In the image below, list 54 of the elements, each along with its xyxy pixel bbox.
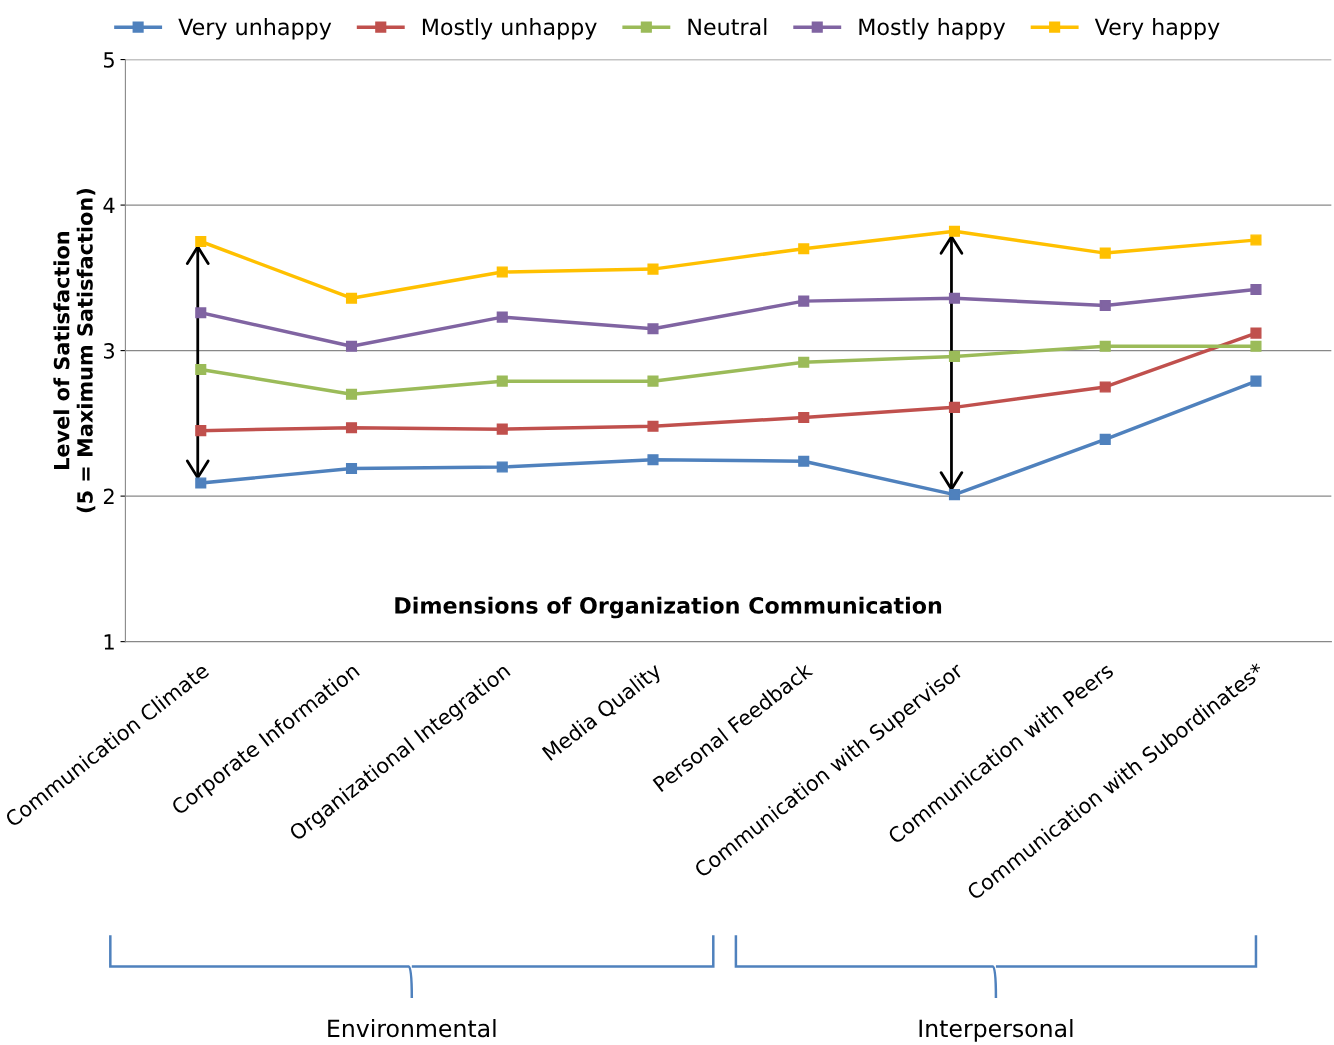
point <box>948 489 961 501</box>
point <box>1250 375 1262 387</box>
text: Environmental <box>328 1019 496 1038</box>
point <box>345 388 358 400</box>
point <box>345 462 358 475</box>
legend-label: Very unhappy <box>178 18 332 40</box>
point <box>195 363 207 376</box>
point <box>647 263 659 275</box>
point <box>647 454 659 466</box>
point <box>647 375 659 387</box>
point <box>496 375 508 387</box>
point <box>1099 340 1111 352</box>
point <box>496 311 508 323</box>
point <box>195 477 207 489</box>
point <box>647 323 659 335</box>
point <box>948 401 961 413</box>
point <box>798 295 810 307</box>
y-tick-label: 5 <box>104 52 114 68</box>
text: Interpersonal <box>919 1019 1073 1042</box>
x-axis-title: Dimensions of Organization Communication <box>395 596 942 619</box>
point <box>798 356 810 368</box>
point <box>345 292 358 304</box>
point <box>1099 247 1111 259</box>
point <box>798 455 810 467</box>
legend-label: Mostly unhappy <box>422 18 597 40</box>
point <box>496 461 508 473</box>
point <box>496 266 508 278</box>
y-axis-title: Level of Satisfaction (5 = Maximum Satisfaction) <box>53 189 96 513</box>
point <box>948 225 961 237</box>
point <box>1250 327 1262 339</box>
point <box>1099 381 1111 393</box>
y-tick-label: 1 <box>104 634 114 650</box>
legend-label: Neutral <box>688 18 767 36</box>
point <box>647 420 659 432</box>
point <box>1250 283 1262 296</box>
point <box>798 411 810 424</box>
point <box>195 425 207 437</box>
point <box>1099 299 1111 312</box>
y-tick-label: 4 <box>103 197 115 213</box>
point <box>195 235 207 248</box>
legend-label: Very happy <box>1094 18 1220 40</box>
point <box>948 292 961 304</box>
point <box>1250 234 1262 246</box>
point <box>798 243 810 255</box>
point <box>948 350 961 362</box>
point <box>345 422 358 434</box>
point <box>1099 433 1111 445</box>
y-tick-label: 3 <box>104 343 114 359</box>
legend-label: Mostly happy <box>859 18 1006 40</box>
point <box>195 307 207 319</box>
point <box>1250 340 1262 352</box>
point <box>496 423 508 435</box>
point <box>345 340 358 352</box>
y-tick-label: 2 <box>103 488 114 505</box>
